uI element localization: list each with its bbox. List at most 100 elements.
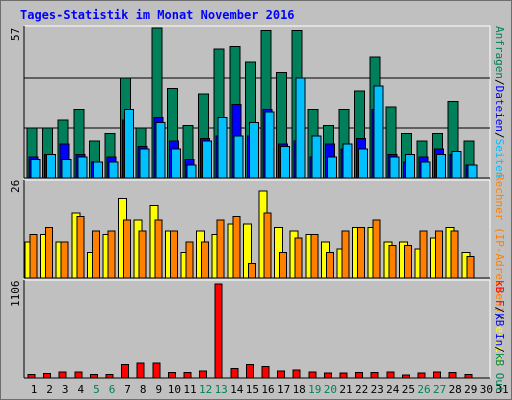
x-tick-label: 7: [124, 383, 131, 396]
kbytes-bar: [433, 371, 442, 379]
sites-bar: [388, 244, 397, 279]
pages-bar: [264, 111, 275, 179]
kbytes-bar: [401, 374, 410, 379]
sites-bar: [310, 234, 319, 279]
pages-bar: [155, 122, 166, 179]
pages-bar: [326, 156, 337, 179]
sites-bar: [325, 252, 334, 279]
panel-border: [23, 279, 491, 379]
legend-kbf: kB F: [493, 280, 506, 307]
sites-bar: [201, 241, 210, 279]
x-tick-label: 21: [339, 383, 352, 396]
sites-bar: [216, 219, 225, 279]
kbytes-bar: [308, 371, 317, 379]
pages-bar: [186, 164, 197, 179]
x-tick-label: 31: [495, 383, 508, 396]
kbytes-bar: [43, 372, 52, 379]
x-tick-label: 15: [246, 383, 259, 396]
pages-bar: [436, 153, 447, 179]
kbytes-bar: [152, 362, 161, 379]
x-tick-label: 22: [355, 383, 368, 396]
sites-bar: [357, 226, 366, 279]
sites-bar: [76, 216, 85, 279]
bottom-ymax-label: 1106: [9, 280, 22, 308]
x-tick-label: 10: [168, 383, 181, 396]
x-tick-label: 2: [46, 383, 53, 396]
kbytes-bar: [417, 372, 426, 379]
pages-bar: [467, 164, 478, 179]
sites-bar: [154, 219, 163, 279]
legend-files: Dateien: [493, 85, 506, 132]
sites-bar: [419, 230, 428, 279]
x-tick-label: 14: [230, 383, 244, 396]
pages-bar: [389, 156, 400, 179]
pages-bar: [233, 135, 244, 179]
kbytes-bar: [199, 370, 208, 379]
sites-bar: [232, 216, 241, 279]
pages-bar: [30, 159, 41, 179]
sites-bar: [279, 252, 288, 279]
sites-bar: [29, 234, 38, 279]
x-tick-label: 3: [62, 383, 69, 396]
kbytes-bar: [245, 364, 254, 379]
bottom-right-legend: kB F/kB In/kB Out: [493, 280, 506, 393]
pages-bar: [124, 109, 135, 179]
legend-kbin: kB In: [493, 313, 506, 347]
x-tick-label: 6: [109, 383, 116, 396]
kbytes-bar: [292, 369, 301, 379]
kbytes-bar: [214, 283, 223, 379]
pages-bar: [295, 77, 306, 179]
pages-bar: [342, 143, 353, 179]
pages-bar: [280, 145, 291, 179]
pages-bar: [451, 151, 462, 179]
x-tick-label: 8: [140, 383, 147, 396]
kbytes-bar: [167, 372, 176, 379]
pages-bar: [139, 148, 150, 179]
pages-bar: [77, 156, 88, 179]
pages-bar: [358, 148, 369, 179]
kbytes-bar: [121, 364, 130, 379]
sites-bar: [372, 219, 381, 279]
kbytes-bar: [386, 371, 395, 379]
pages-bar: [420, 161, 431, 179]
pages-bar: [248, 122, 259, 179]
sites-bar: [466, 255, 475, 279]
x-tick-label: 29: [464, 383, 477, 396]
x-tick-label: 19: [308, 383, 321, 396]
kbytes-bar: [89, 373, 98, 379]
x-tick-label: 26: [417, 383, 430, 396]
kbytes-bar: [105, 373, 114, 379]
x-tick-label: 17: [277, 383, 290, 396]
sites-bar: [169, 230, 178, 279]
kbytes-bar: [448, 372, 457, 379]
legend-sep: /: [493, 78, 506, 86]
pages-bar: [170, 148, 181, 179]
x-tick-label: 24: [386, 383, 400, 396]
x-tick-label: 25: [402, 383, 415, 396]
pages-bar: [217, 116, 228, 179]
x-tick-label: 23: [371, 383, 384, 396]
kbytes-bar: [355, 372, 364, 379]
visits-bar: [242, 223, 252, 279]
kbytes-bar: [183, 372, 192, 379]
kbytes-bar: [323, 372, 332, 379]
x-tick-label: 13: [215, 383, 228, 396]
middle-ymax-label: 26: [9, 179, 22, 193]
sites-bar: [263, 212, 272, 279]
x-tick-label: 28: [449, 383, 462, 396]
sites-bar: [435, 230, 444, 279]
kbytes-bar: [27, 373, 36, 379]
legend-sep: /: [493, 131, 506, 139]
x-tick-label: 12: [199, 383, 212, 396]
sites-bar: [247, 263, 256, 279]
pages-bar: [61, 159, 72, 179]
pages-bar: [311, 135, 322, 179]
x-tick-label: 4: [77, 383, 84, 396]
kbytes-bar: [464, 373, 473, 379]
legend-sep: /: [493, 346, 506, 353]
pages-bar: [404, 153, 415, 179]
kbytes-bar: [277, 370, 286, 379]
x-tick-label: 9: [155, 383, 162, 396]
